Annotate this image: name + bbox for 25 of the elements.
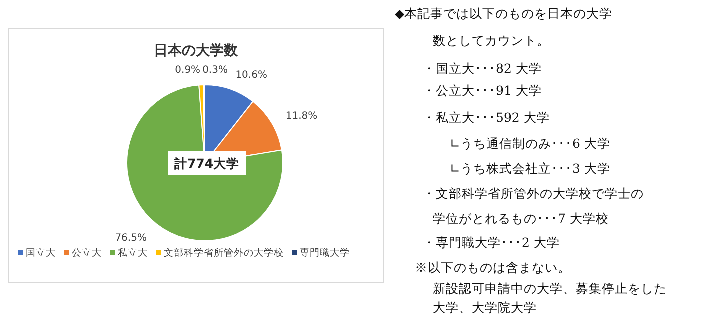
- text: ∟うち株式会社立･･･3 大学: [450, 161, 610, 176]
- data-label: 0.3%: [202, 65, 228, 76]
- data-label: 0.9%: [175, 65, 201, 76]
- text: ◆本記事では以下のものを日本の大学: [395, 6, 613, 21]
- legend-label: 文部科学省所管外の大学校: [164, 247, 284, 259]
- text: 大学、大学院大学: [433, 300, 537, 315]
- legend-label: 公立大: [72, 247, 102, 259]
- legend-label: 国立大: [26, 247, 56, 259]
- text: ・専門職大学･･･2 大学: [423, 235, 560, 250]
- text: 学位がとれるもの･･･7 大学校: [433, 211, 609, 226]
- text: ・国立大･･･82 大学: [423, 61, 542, 76]
- text: ※以下のものは含まない。: [415, 260, 571, 275]
- text: ∟うち通信制のみ･･･6 大学: [450, 136, 610, 151]
- data-label: 10.6%: [236, 70, 268, 82]
- text: 数としてカウント。: [433, 33, 550, 48]
- text: ・文部科学省所管外の大学校で学士の: [423, 186, 644, 201]
- data-label: 76.5%: [115, 232, 147, 244]
- text: ・私立大･･･592 大学: [423, 110, 550, 125]
- data-label: 11.8%: [286, 111, 318, 122]
- legend-label: 専門職大学: [300, 247, 350, 259]
- legend-label: 私立大: [118, 247, 148, 259]
- text: ・公立大･･･91 大学: [423, 83, 542, 98]
- chart-title: 日本の大学数: [154, 43, 239, 59]
- text: 計774大学: [173, 156, 240, 171]
- text: 新設認可申請中の大学、募集停止をした: [433, 281, 667, 296]
